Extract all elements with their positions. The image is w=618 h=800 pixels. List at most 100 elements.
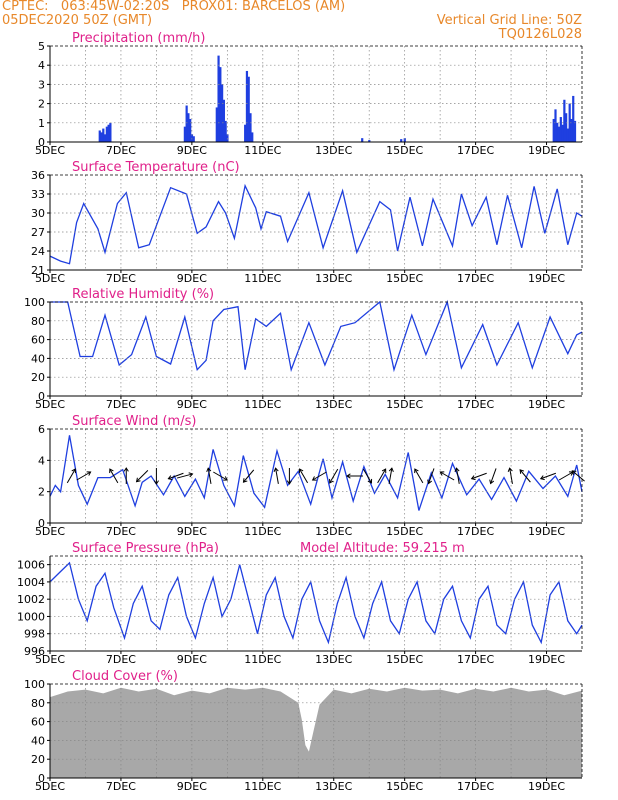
wind-arrow-shaft [572, 470, 585, 482]
temp-x-tick-label: 11DEC [244, 272, 281, 285]
wind-arrow [242, 469, 255, 483]
wind-arrow-head [470, 475, 476, 481]
wind-arrow-shaft [490, 468, 497, 484]
wind-arrow [153, 468, 159, 485]
precip-y-tick-label: 2 [38, 98, 45, 111]
precip-y-tick-label: 4 [38, 59, 45, 72]
precip-bar [224, 120, 227, 142]
wind-arrow-head [86, 471, 92, 476]
wind-arrow [489, 468, 497, 485]
precip-bar [189, 118, 192, 142]
cloud-x-tick-label: 11DEC [244, 780, 281, 793]
wind-arrow-head [507, 467, 513, 473]
precip-bar [215, 107, 218, 142]
rh-y-tick-label: 20 [31, 371, 45, 384]
temp-panel [47, 174, 583, 273]
wind-arrow [427, 468, 435, 485]
pres-annotation: Model Altitude: 59.215 m [300, 541, 465, 556]
temp-y-tick-label: 33 [31, 188, 45, 201]
precip-bar [105, 126, 108, 142]
wind-x-tick-label: 5DEC [35, 525, 65, 538]
precip-bar [183, 126, 186, 142]
wind-arrow-head [206, 467, 212, 473]
precip-y-tick-label: 5 [38, 40, 45, 53]
wind-arrow-head [153, 480, 159, 485]
precip-bar [245, 70, 249, 142]
cloud-y-tick-label: 60 [31, 716, 45, 729]
wind-arrow [298, 468, 309, 484]
wind-y-tick-label: 6 [38, 423, 45, 436]
wind-arrow [414, 468, 424, 484]
temp-x-tick-label: 5DEC [35, 272, 65, 285]
temp-y-tick-label: 21 [31, 264, 45, 277]
wind-arrow-head [414, 468, 419, 474]
wind-arrow [167, 472, 184, 481]
wind-arrow-shaft [66, 468, 76, 484]
rh-x-tick-label: 9DEC [177, 398, 207, 411]
wind-x-tick-label: 9DEC [177, 525, 207, 538]
wind-arrow-head [571, 470, 577, 475]
precip-bar [400, 139, 403, 142]
precip-bar [556, 122, 559, 142]
cloud-panel [47, 683, 583, 781]
wind-arrow-head [388, 467, 394, 473]
wind-arrow-head [381, 468, 387, 474]
pres-x-tick-label: 7DEC [106, 653, 136, 666]
pres-line [49, 561, 583, 645]
temp-y-tick-label: 27 [31, 226, 45, 239]
pres-x-tick-label: 15DEC [386, 653, 423, 666]
wind-arrow-shaft [168, 472, 184, 480]
precip-bar [557, 126, 561, 142]
wind-arrow [377, 468, 387, 484]
wind-arrow [213, 471, 228, 481]
rh-y-tick-label: 60 [31, 334, 45, 347]
wind-y-tick-label: 4 [38, 454, 45, 467]
wind-arrow [206, 467, 212, 484]
precip-bar [219, 67, 222, 142]
wind-arrow [571, 470, 585, 482]
wind-arrow-shaft [275, 468, 279, 484]
wind-arrow-head [346, 473, 351, 479]
precip-bar [103, 134, 107, 142]
wind-arrow-shaft [388, 468, 393, 484]
header-location: CPTEC: 063:45W-02:20S PROX01: BARCELOS (… [2, 0, 346, 14]
wind-arrow-shaft [312, 471, 327, 481]
wind-arrow-shaft [509, 468, 513, 484]
precip-title: Precipitation (mm/h) [72, 31, 205, 46]
wind-arrow-shaft [558, 471, 574, 481]
pres-y-tick-label: 1006 [17, 559, 45, 572]
wind-panel [47, 428, 585, 526]
wind-arrow-head [223, 476, 228, 481]
wind-arrow [539, 472, 556, 481]
wind-arrow-shaft [519, 469, 531, 483]
pres-title: Surface Pressure (hPa) [72, 541, 219, 556]
precip-bar [217, 55, 220, 142]
wind-arrow-head [454, 467, 460, 473]
pres-x-tick-label: 5DEC [35, 653, 65, 666]
wind-arrow [273, 467, 279, 484]
temp-y-tick-label: 36 [31, 169, 45, 182]
wind-arrow [329, 468, 339, 484]
precip-bar [192, 136, 195, 142]
rh-x-tick-label: 11DEC [244, 398, 281, 411]
wind-arrow-head [273, 467, 279, 473]
pres-y-tick-label: 998 [24, 628, 45, 641]
rh-panel [47, 299, 583, 399]
wind-title: Surface Wind (m/s) [72, 414, 196, 429]
wind-arrow [123, 467, 129, 484]
wind-arrow-head [367, 478, 373, 484]
precip-bar [573, 120, 577, 142]
rh-x-tick-label: 17DEC [457, 398, 494, 411]
precip-x-tick-label: 9DEC [177, 144, 207, 157]
wind-arrow-head [329, 478, 334, 484]
wind-x-tick-label: 7DEC [106, 525, 136, 538]
wind-arrow [286, 468, 292, 485]
wind-arrow [66, 468, 76, 484]
precip-bar [563, 99, 566, 142]
precip-x-tick-label: 13DEC [315, 144, 352, 157]
precip-bar [554, 109, 557, 142]
precip-bar [552, 118, 555, 142]
temp-x-tick-label: 9DEC [177, 272, 207, 285]
precip-bar [187, 113, 190, 142]
wind-y-tick-label: 0 [38, 517, 45, 530]
